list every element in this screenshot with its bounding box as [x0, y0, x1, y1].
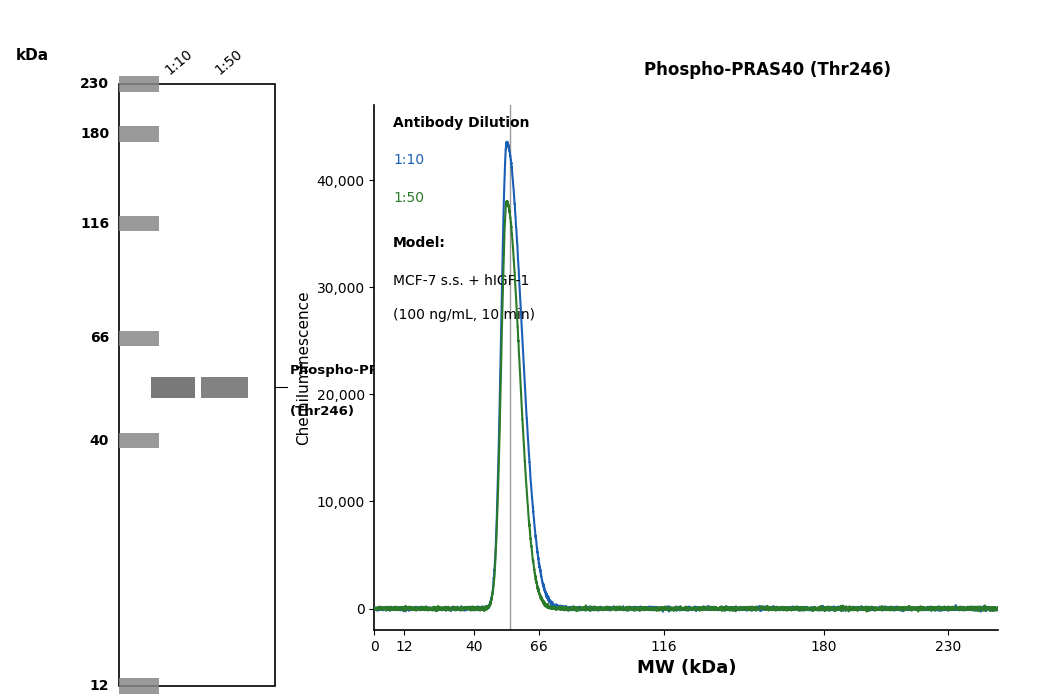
Bar [119, 678, 159, 694]
Text: 180: 180 [80, 127, 109, 141]
Bar [202, 377, 249, 398]
Text: 1:50: 1:50 [393, 191, 424, 205]
Bar [119, 216, 159, 231]
Text: kDa: kDa [16, 48, 49, 63]
Text: MCF-7 s.s. + hIGF-1: MCF-7 s.s. + hIGF-1 [393, 274, 529, 288]
Text: 116: 116 [80, 216, 109, 230]
Bar [152, 377, 196, 398]
Text: (100 ng/mL, 10 min): (100 ng/mL, 10 min) [393, 308, 536, 322]
Text: 1:10: 1:10 [162, 46, 196, 77]
Text: Model:: Model: [393, 237, 446, 251]
FancyBboxPatch shape [119, 84, 275, 686]
Bar [119, 331, 159, 346]
Bar [119, 76, 159, 92]
Text: 1:10: 1:10 [393, 153, 424, 167]
Text: 230: 230 [80, 77, 109, 91]
Text: Phospho-PRAS40 (Thr246): Phospho-PRAS40 (Thr246) [644, 61, 891, 79]
Text: 40: 40 [89, 433, 109, 447]
Text: Antibody Dilution: Antibody Dilution [393, 116, 529, 130]
Y-axis label: Chemiluminescence: Chemiluminescence [295, 290, 311, 444]
Bar [119, 433, 159, 448]
Text: Phospho-PRAS40: Phospho-PRAS40 [290, 363, 418, 377]
Bar [119, 126, 159, 141]
Text: (Thr246): (Thr246) [290, 405, 356, 418]
Text: 12: 12 [89, 679, 109, 693]
Text: 1:50: 1:50 [212, 46, 245, 77]
X-axis label: MW (kDa): MW (kDa) [636, 659, 736, 678]
Text: 66: 66 [89, 332, 109, 346]
